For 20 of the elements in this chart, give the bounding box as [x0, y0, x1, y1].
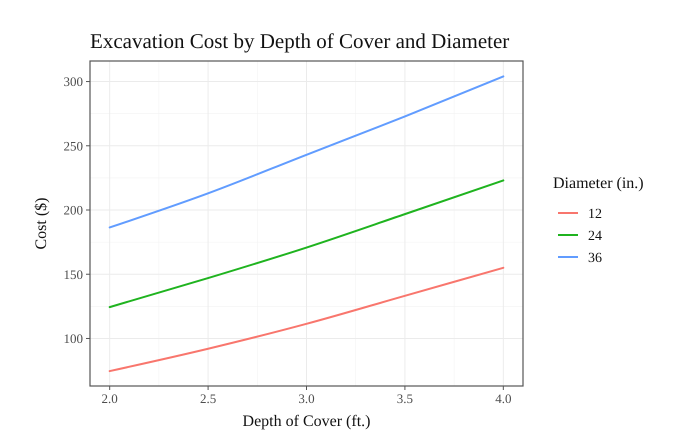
line-series: [108, 75, 504, 228]
legend-title: Diameter (in.): [553, 175, 644, 192]
y-axis-title: Cost ($): [33, 198, 50, 250]
y-tick-label: 200: [64, 202, 83, 218]
line-series: [108, 266, 504, 372]
y-tick-label: 150: [64, 266, 83, 282]
y-tick-label: 250: [64, 138, 83, 154]
chart-title: Excavation Cost by Depth of Cover and Diameter: [90, 29, 510, 53]
x-tick-label: 3.5: [396, 391, 414, 406]
x-tick-label: 2.0: [102, 391, 118, 406]
x-tick-label: 4.0: [495, 391, 512, 406]
legend-label: 12: [588, 206, 602, 222]
line-series: [108, 179, 504, 308]
x-tick-label: 2.5: [200, 391, 216, 406]
x-axis-title: Depth of Cover (ft.): [242, 413, 370, 430]
x-tick-label: 3.0: [298, 391, 315, 406]
y-tick-label: 300: [64, 74, 83, 90]
y-tick-label: 100: [64, 331, 83, 346]
legend-label: 36: [588, 250, 602, 266]
legend-label: 24: [588, 228, 602, 244]
